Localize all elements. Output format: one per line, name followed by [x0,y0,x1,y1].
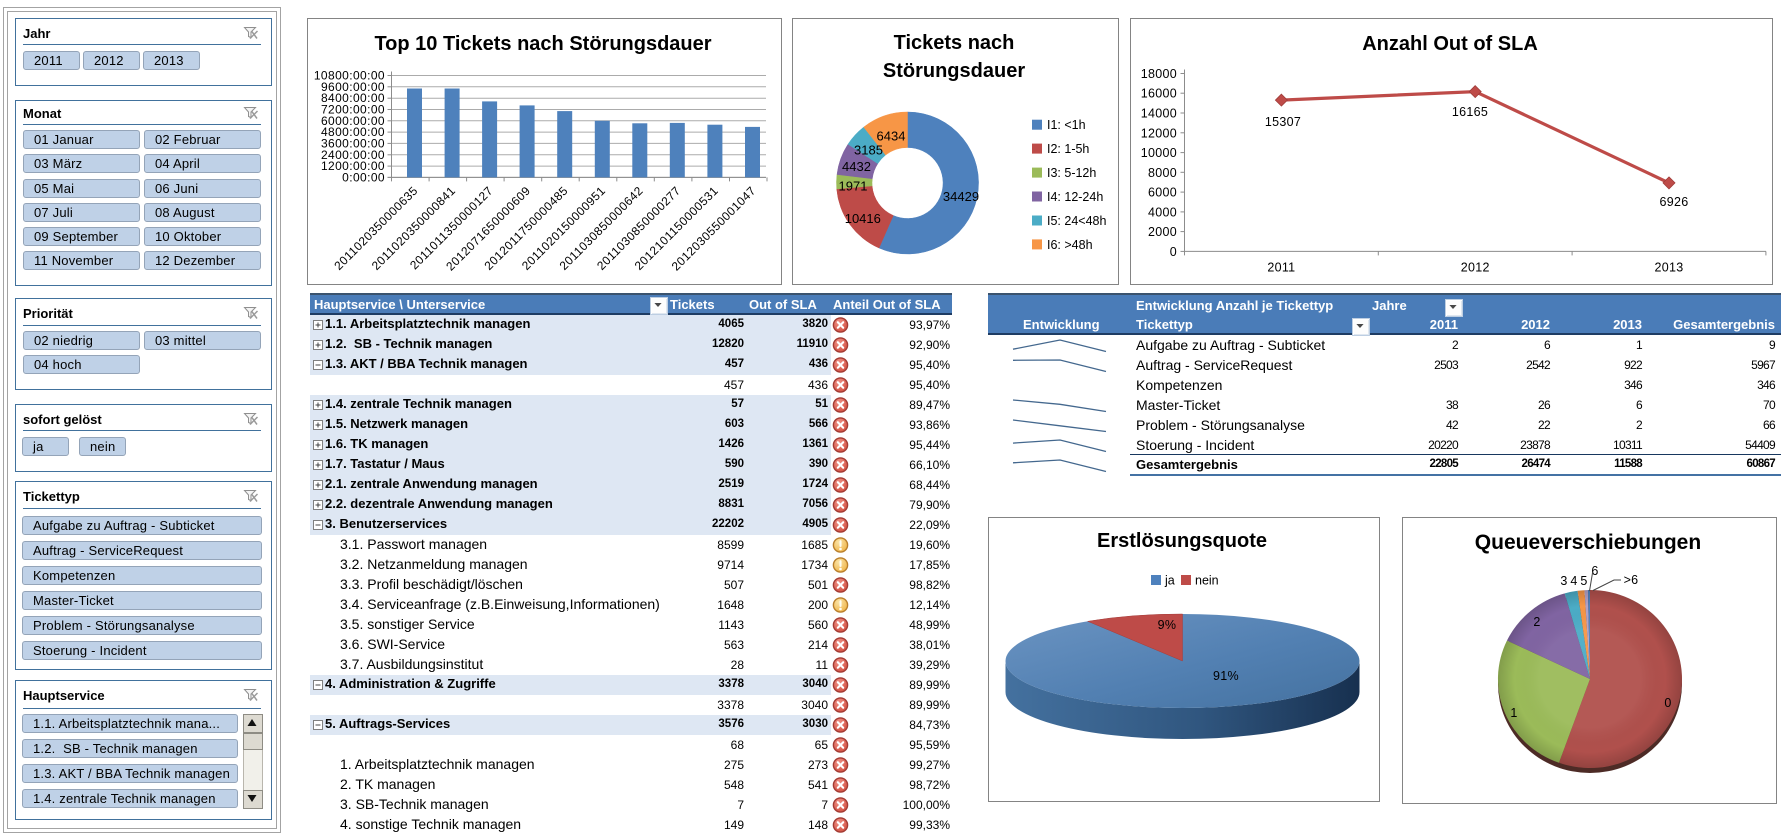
svg-text:2013: 2013 [1654,260,1683,274]
svg-text:16000: 16000 [1141,87,1177,101]
svg-text:10416: 10416 [845,211,881,226]
svg-text:4000: 4000 [1148,205,1177,219]
svg-text:2011: 2011 [1267,260,1295,274]
svg-text:6000: 6000 [1148,186,1177,200]
svg-text:0:00:00: 0:00:00 [342,170,385,184]
svg-text:14000: 14000 [1141,107,1177,121]
svg-text:91%: 91% [1213,669,1239,683]
svg-text:2: 2 [1533,615,1540,629]
svg-text:9%: 9% [1158,618,1177,632]
svg-text:>6: >6 [1624,573,1639,587]
svg-text:5: 5 [1580,574,1587,588]
svg-text:15307: 15307 [1265,115,1301,129]
svg-text:3185: 3185 [854,143,883,158]
svg-text:2000: 2000 [1148,225,1177,239]
svg-text:6: 6 [1591,564,1598,578]
svg-text:1: 1 [1510,706,1517,720]
svg-text:6926: 6926 [1659,195,1688,209]
svg-text:0: 0 [1170,245,1177,259]
svg-text:Störungsdauer: Störungsdauer [883,60,1025,82]
svg-text:4432: 4432 [842,159,871,174]
svg-text:12000: 12000 [1141,126,1177,140]
svg-text:I4: 12-24h: I4: 12-24h [1047,190,1103,204]
svg-text:2400:00:00: 2400:00:00 [321,148,385,162]
svg-text:Erstlösungsquote: Erstlösungsquote [1097,530,1267,552]
svg-text:6434: 6434 [877,129,906,144]
svg-text:7200:00:00: 7200:00:00 [321,103,385,117]
svg-text:2012: 2012 [1461,260,1490,274]
svg-text:ja: ja [1164,574,1175,588]
svg-text:0: 0 [1664,696,1671,710]
svg-text:nein: nein [1195,574,1219,588]
svg-text:I3: 5-12h: I3: 5-12h [1047,166,1096,180]
svg-text:34429: 34429 [943,189,979,204]
svg-text:10800:00:00: 10800:00:00 [314,69,385,83]
svg-text:8400:00:00: 8400:00:00 [321,91,385,105]
svg-text:Queueverschiebungen: Queueverschiebungen [1475,531,1701,554]
svg-text:8000: 8000 [1148,166,1177,180]
svg-text:10000: 10000 [1141,146,1177,160]
svg-text:9600:00:00: 9600:00:00 [321,80,385,94]
svg-text:1200:00:00: 1200:00:00 [321,159,385,173]
svg-text:Anzahl Out of SLA: Anzahl Out of SLA [1362,33,1538,55]
svg-text:3: 3 [1560,574,1567,588]
svg-text:I1: <1h: I1: <1h [1047,118,1086,132]
svg-text:I5: 24<48h: I5: 24<48h [1047,214,1106,228]
svg-text:4: 4 [1570,574,1577,588]
svg-text:I2: 1-5h: I2: 1-5h [1047,142,1089,156]
svg-text:3600:00:00: 3600:00:00 [321,136,385,150]
svg-text:18000: 18000 [1141,67,1177,81]
svg-text:6000:00:00: 6000:00:00 [321,114,385,128]
svg-text:1971: 1971 [839,179,868,194]
svg-text:I6: >48h: I6: >48h [1047,238,1093,252]
svg-text:4800:00:00: 4800:00:00 [321,125,385,139]
svg-text:Top 10 Tickets nach Störungsda: Top 10 Tickets nach Störungsdauer [374,33,711,55]
svg-text:16165: 16165 [1452,105,1488,119]
svg-text:Tickets nach: Tickets nach [894,32,1015,54]
